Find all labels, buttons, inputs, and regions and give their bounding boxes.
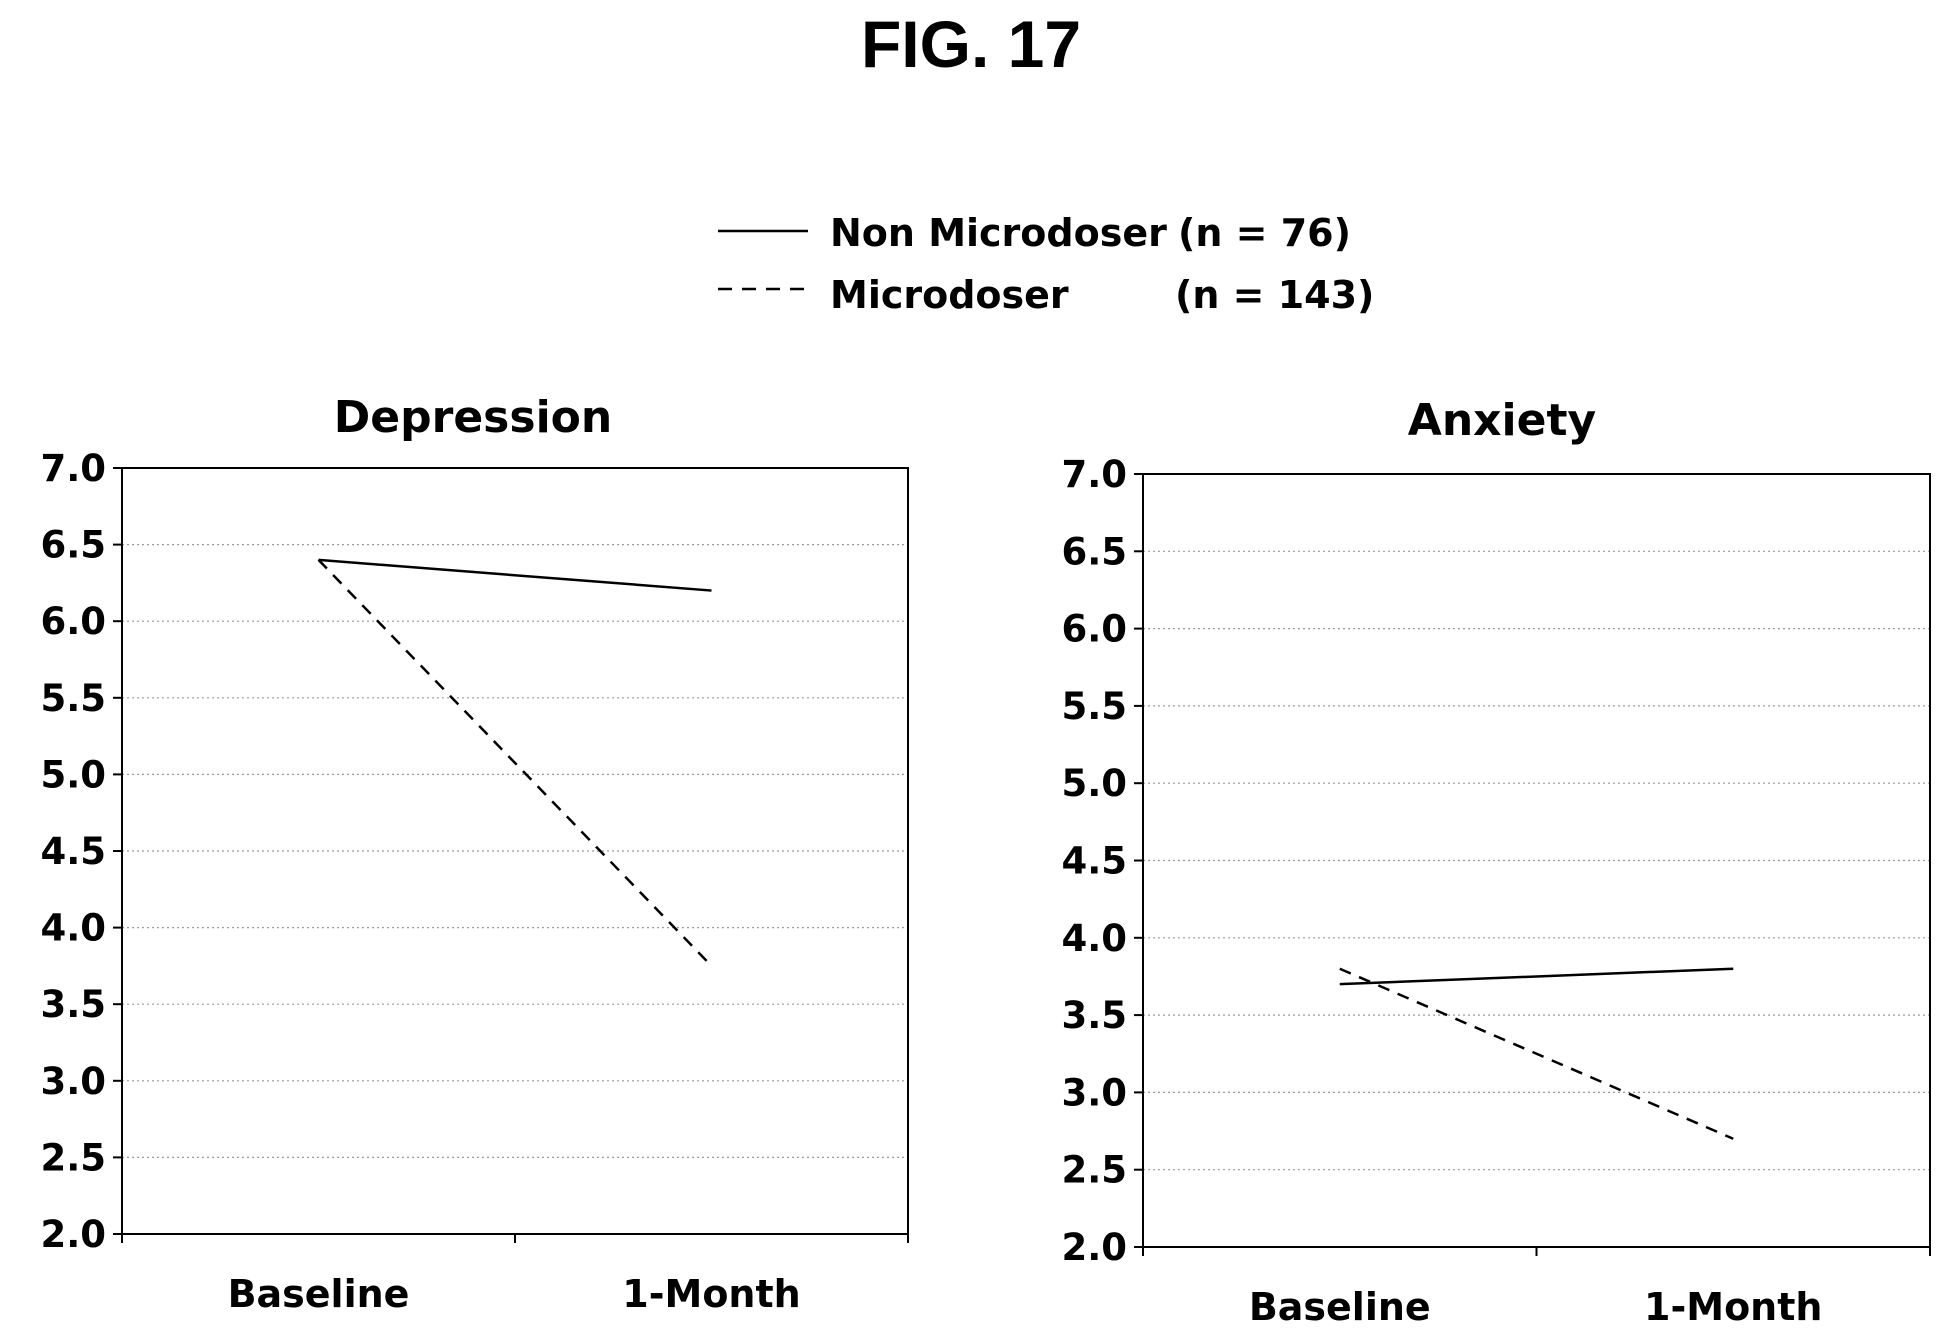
x-tick-label: 1-Month [1644,1285,1822,1329]
y-tick-label: 3.0 [1061,1071,1127,1114]
series-line-microdoser [1339,967,1734,1140]
legend-count: (n = 76) [1178,211,1351,255]
chart-anxiety: Anxiety 2.0 2.5 3.0 3.5 4.0 4.5 5.0 5.5 6.0 6.5 7.0… [1061,395,1931,1329]
y-tick-label: 2.5 [1061,1149,1127,1192]
y-tick-label: 6.5 [1061,530,1127,573]
legend-count: (n = 143) [1175,273,1374,317]
chart-title: Anxiety [1408,395,1596,446]
series-line-non-microdoser [1339,967,1734,986]
y-tick-label: 4.0 [40,907,106,950]
y-tick-label: 6.0 [40,600,106,643]
legend: Non Microdoser (n = 76) Microdoser (n = … [718,211,1374,317]
y-tick-label: 5.5 [1061,685,1127,728]
y-tick-label: 3.5 [1061,994,1127,1037]
y-tick-label: 4.0 [1061,917,1127,960]
series-line-non-microdoser [318,558,712,592]
y-tick-label: 2.5 [40,1136,106,1179]
legend-item-microdoser: Microdoser (n = 143) [718,273,1374,317]
y-tick-label: 2.0 [40,1213,106,1256]
y-tick-label: 5.0 [40,753,106,796]
series-line-microdoser [317,559,713,967]
y-tick-label: 2.0 [1061,1226,1127,1269]
y-tick-label: 5.0 [1061,762,1127,805]
x-tick-label: 1-Month [622,1272,800,1316]
y-tick-label: 3.5 [40,983,106,1026]
y-tick-label: 5.5 [40,677,106,720]
legend-label: Non Microdoser [830,211,1167,255]
chart-title: Depression [334,392,612,443]
x-tick-label: Baseline [1249,1285,1431,1329]
y-tick-label: 4.5 [40,830,106,873]
legend-label: Microdoser [830,273,1069,317]
legend-item-non-microdoser: Non Microdoser (n = 76) [718,211,1351,255]
y-tick-label: 4.5 [1061,840,1127,883]
chart-depression: Depression 2.0 2.5 3.0 3.5 4.0 4.5 5.0 5.5 6.0 6.5… [40,392,909,1316]
plot-area-border [121,467,909,1235]
y-tick-label: 7.0 [40,447,106,490]
y-tick-label: 3.0 [40,1060,106,1103]
y-tick-label: 7.0 [1061,453,1127,496]
y-tick-label: 6.0 [1061,608,1127,651]
y-tick-label: 6.5 [40,524,106,567]
plot-area-border [1142,473,1931,1248]
figure-title: FIG. 17 [860,7,1082,81]
x-tick-label: Baseline [228,1272,410,1316]
